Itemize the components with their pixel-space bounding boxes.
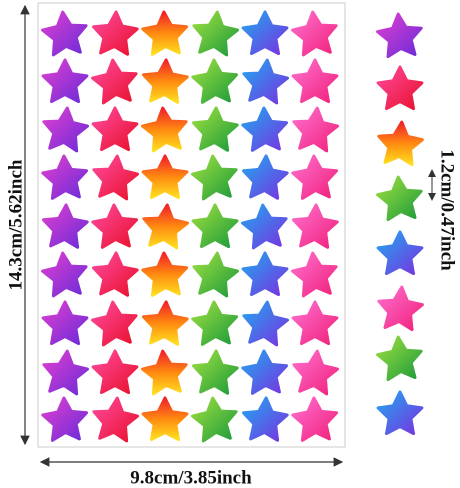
star-sticker [41, 300, 89, 346]
star-sticker [291, 300, 339, 346]
star-sticker [42, 203, 89, 249]
star-sticker [91, 58, 138, 105]
star-sticker [41, 10, 88, 57]
star-sticker [91, 349, 139, 395]
size-label: 1.2cm/0.47inch [437, 149, 458, 271]
star-sticker [191, 300, 238, 346]
star-sticker [41, 396, 88, 442]
star-sticker [242, 154, 289, 200]
star-sticker [291, 58, 339, 104]
star-sticker [376, 335, 423, 382]
width-label: 9.8cm/3.85inch [130, 467, 252, 488]
star-sticker [242, 396, 289, 442]
star-sticker [91, 106, 139, 152]
star-sticker [142, 58, 189, 104]
star-sticker [292, 203, 339, 249]
star-sticker [191, 154, 238, 201]
star-sticker [141, 251, 188, 297]
star-sticker [241, 10, 289, 56]
star-sticker [92, 154, 139, 201]
star-sticker [376, 175, 423, 222]
star-sticker [292, 349, 339, 396]
star-sticker [41, 251, 88, 298]
star-sticker [291, 154, 338, 200]
star-sticker [242, 300, 289, 347]
star-sticker [377, 120, 424, 167]
star-sticker [142, 203, 189, 250]
height-label: 14.3cm/5.62inch [5, 159, 26, 290]
stars [41, 10, 424, 443]
star-sticker [241, 203, 288, 250]
star-sticker [241, 251, 289, 297]
star-sticker [192, 251, 239, 298]
star-sticker [241, 106, 288, 152]
star-sticker [92, 251, 139, 297]
star-sticker [377, 285, 424, 332]
star-sticker [91, 300, 138, 347]
star-sticker [141, 154, 189, 200]
star-sticker [42, 349, 89, 396]
star-sticker [291, 10, 338, 57]
star-sticker [142, 300, 189, 346]
star-sticker [141, 349, 188, 396]
star-sticker [291, 396, 338, 442]
star-sticker [376, 12, 423, 59]
star-sticker [91, 203, 138, 249]
star-sticker [141, 10, 188, 56]
star-sticker [376, 390, 424, 436]
star-sticker [92, 396, 139, 443]
star-sticker [376, 230, 424, 276]
star-sticker [191, 58, 238, 104]
star-sticker [42, 106, 89, 153]
star-sticker [376, 65, 424, 111]
star-sticker [41, 154, 88, 200]
star-sticker [192, 106, 239, 152]
star-sticker [242, 58, 289, 105]
star-sticker [292, 106, 339, 153]
star-sticker [141, 396, 189, 442]
star-sticker [41, 58, 89, 104]
star-sticker [241, 349, 288, 395]
star-sticker [92, 10, 139, 56]
star-sticker [291, 251, 338, 298]
star-sticker [191, 203, 239, 249]
star-sticker [192, 10, 239, 57]
star-sticker [192, 349, 239, 395]
star-sticker [191, 396, 238, 443]
star-sticker [141, 106, 188, 153]
